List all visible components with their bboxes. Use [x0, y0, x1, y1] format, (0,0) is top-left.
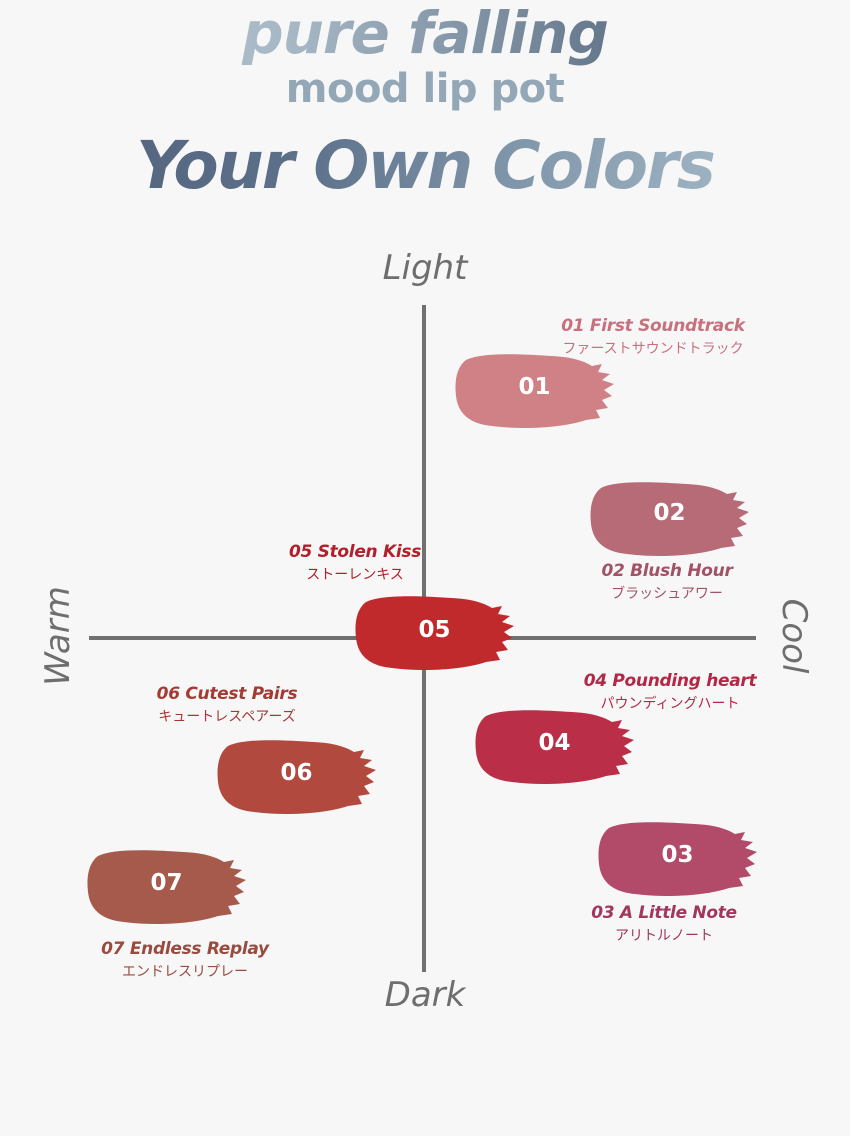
swatch-01[interactable]: 01	[452, 350, 617, 434]
shade-name-jp: キュートレスペアーズ	[158, 709, 296, 725]
swatch-number: 02	[653, 500, 686, 526]
swatch-07[interactable]: 07	[84, 846, 249, 930]
axis-label-dark: Dark	[384, 975, 466, 1015]
swatch-number: 06	[280, 760, 313, 786]
lip-swatch-icon	[598, 822, 757, 896]
swatch-number: 03	[661, 842, 694, 868]
shade-name-jp: ストーレンキス	[306, 567, 404, 583]
swatch-number: 05	[418, 617, 451, 643]
lip-swatch-icon	[475, 710, 634, 784]
shade-label-05: 05 Stolen Kiss ストーレンキス	[245, 542, 465, 584]
lip-swatch-icon	[590, 482, 749, 556]
shade-name: 04 Pounding heart	[583, 671, 757, 691]
shade-label-02: 02 Blush Hour ブラッシュアワー	[557, 561, 777, 603]
shade-label-03: 03 A Little Note アリトルノート	[554, 903, 774, 945]
swatch-02[interactable]: 02	[587, 478, 752, 562]
shade-label-01: 01 First Soundtrack ファーストサウンドトラック	[543, 316, 763, 358]
axis-label-cool-text: Cool	[774, 598, 814, 674]
axis-label-warm-text: Warm	[38, 586, 78, 686]
shade-name-jp: エンドレスリプレー	[122, 964, 248, 980]
shade-name: 03 A Little Note	[591, 903, 737, 923]
shade-label-06: 06 Cutest Pairs キュートレスペアーズ	[117, 684, 337, 726]
lip-swatch-icon	[217, 740, 376, 814]
swatch-04[interactable]: 04	[472, 706, 637, 790]
swatch-03[interactable]: 03	[595, 818, 760, 902]
axis-label-light: Light	[382, 248, 468, 288]
product-title: mood lip pot	[285, 66, 565, 112]
swatch-number: 04	[538, 730, 571, 756]
axis-label-warm: Warm	[38, 586, 82, 686]
shade-label-07: 07 Endless Replay エンドレスリプレー	[75, 939, 295, 981]
page-headline: Your Own Colors	[0, 124, 850, 208]
shade-name-jp: パウンディングハート	[600, 696, 740, 712]
shade-name-jp: ブラッシュアワー	[611, 586, 723, 602]
shade-name: 01 First Soundtrack	[561, 316, 745, 336]
shade-name: 06 Cutest Pairs	[156, 684, 298, 704]
swatch-number: 07	[150, 870, 183, 896]
lip-swatch-icon	[455, 354, 614, 428]
shade-label-04: 04 Pounding heart パウンディングハート	[560, 671, 780, 713]
lip-swatch-icon	[355, 596, 514, 670]
shade-name: 07 Endless Replay	[101, 939, 269, 959]
swatch-05[interactable]: 05	[352, 592, 517, 676]
brand-title: pure falling	[0, 0, 850, 68]
lip-swatch-icon	[87, 850, 247, 924]
swatch-06[interactable]: 06	[214, 736, 379, 820]
swatch-number: 01	[518, 374, 551, 400]
shade-name-jp: アリトルノート	[615, 928, 713, 944]
shade-name: 05 Stolen Kiss	[288, 542, 422, 562]
shade-name: 02 Blush Hour	[601, 561, 733, 581]
shade-name-jp: ファーストサウンドトラック	[562, 341, 744, 357]
